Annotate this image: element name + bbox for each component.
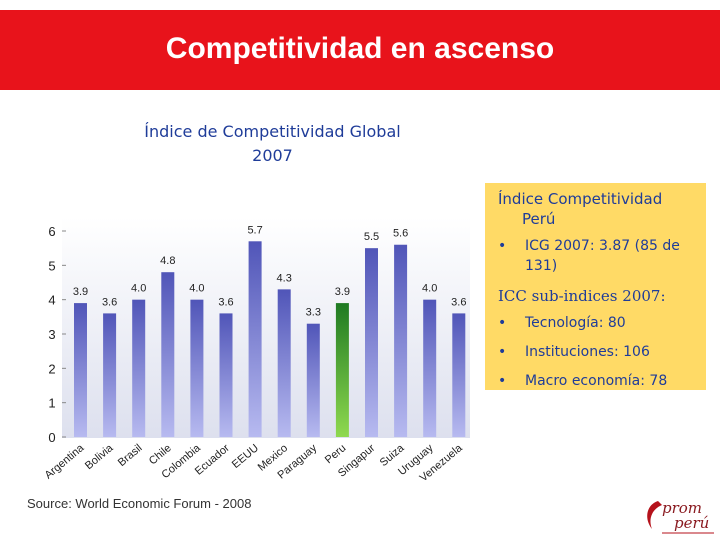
source-note: Source: World Economic Forum - 2008 [27,496,252,511]
bar [394,244,408,437]
data-label: 3.3 [306,307,321,319]
bar [365,248,378,437]
peru-competitiveness-panel: Índice Competitividad Perú • ICG 2007: 3… [485,183,706,390]
icg-text: ICG 2007: 3.87 (85 de 131) [525,238,680,274]
data-label: 5.7 [247,224,262,236]
bar [103,313,117,437]
logo-text-line2: perú [674,514,709,532]
y-tick-label: 3 [48,327,55,342]
data-label: 4.3 [277,272,292,284]
y-tick-label: 6 [48,224,55,239]
x-tick-label: Brasil [116,442,145,469]
data-label: 4.0 [189,283,204,295]
y-tick-label: 0 [48,430,55,445]
bullet-icon: • [498,373,507,389]
panel-title: Índice Competitividad Perú [498,189,703,229]
bullet-icon: • [498,238,507,254]
logo-swirl-icon [647,501,662,529]
bar [161,272,175,437]
subindex-text: Macro economía: 78 [525,373,668,389]
data-label: 5.5 [364,231,379,243]
promperu-logo: prom perú [647,499,714,534]
data-label: 5.6 [393,228,408,240]
bar [306,323,320,437]
data-label: 4.0 [131,283,146,295]
y-axis: 0 1 2 3 4 5 6 [48,224,66,445]
y-tick-label: 5 [48,258,55,273]
x-tick-label: Argentina [43,442,87,482]
chart-title-line1: Índice de Competitividad Global [144,122,401,141]
chart-title: Índice de Competitividad Global 2007 [100,120,445,168]
data-label: 3.6 [218,296,233,308]
bullet-icon: • [498,315,507,331]
bar [74,303,87,437]
subindex-heading: ICC sub-indices 2007: [498,287,666,305]
bullet-icon: • [498,344,507,360]
header-banner [0,10,720,90]
data-label: 3.9 [73,286,88,298]
bar [423,299,437,437]
panel-title-line1: Índice Competitividad [498,190,663,208]
logo-text-line1: prom [662,499,702,517]
x-tick-label: Bolivia [83,442,116,473]
bar-chart: 0 1 2 3 4 5 6 3.9 3.6 4.0 4.8 4.0 3.6 5.7 4.3 3.3 3.9 5.… [43,217,470,485]
data-label: 3.6 [102,296,117,308]
bar [277,289,291,437]
subindex-text: Instituciones: 106 [525,344,650,360]
y-tick-label: 4 [48,293,55,308]
subindex-text: Tecnología: 80 [525,315,626,331]
plot-area [62,217,470,438]
bar [132,299,146,437]
data-label: 4.0 [422,283,437,295]
bar [452,313,466,437]
panel-title-line2: Perú [522,210,556,228]
data-label: 3.6 [451,296,466,308]
bar [190,299,204,437]
data-label: 3.9 [335,286,350,298]
bar [219,313,233,437]
bar [248,241,262,437]
bar [335,303,349,437]
page-title: Competitividad en ascenso [165,32,555,65]
bars: 3.9 3.6 4.0 4.8 4.0 3.6 5.7 4.3 3.3 3.9 5.5 5.6 4.0 3… [73,224,466,437]
data-label: 4.8 [160,255,175,267]
chart-title-line2: 2007 [252,146,293,165]
y-tick-label: 2 [48,361,55,376]
y-tick-label: 1 [48,396,55,411]
